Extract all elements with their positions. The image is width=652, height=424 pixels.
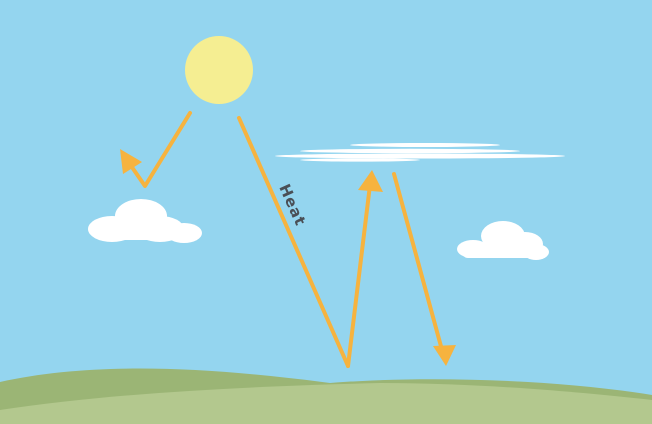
- greenhouse-gas-layer: [275, 143, 565, 162]
- arrowhead-left: [120, 149, 142, 174]
- arrowhead-down: [433, 345, 456, 366]
- hill-front: [0, 383, 652, 424]
- sun-icon: [185, 36, 253, 104]
- arrowhead-up: [358, 170, 383, 192]
- arrow-trapped-down: [392, 172, 444, 352]
- arrow-reemitted-up: [346, 183, 372, 368]
- arrow-incoming-heat: [237, 116, 350, 368]
- cloud-right-icon: [457, 221, 549, 260]
- cloud-left-icon: [88, 199, 202, 243]
- arrow-reflected-left: [125, 111, 192, 188]
